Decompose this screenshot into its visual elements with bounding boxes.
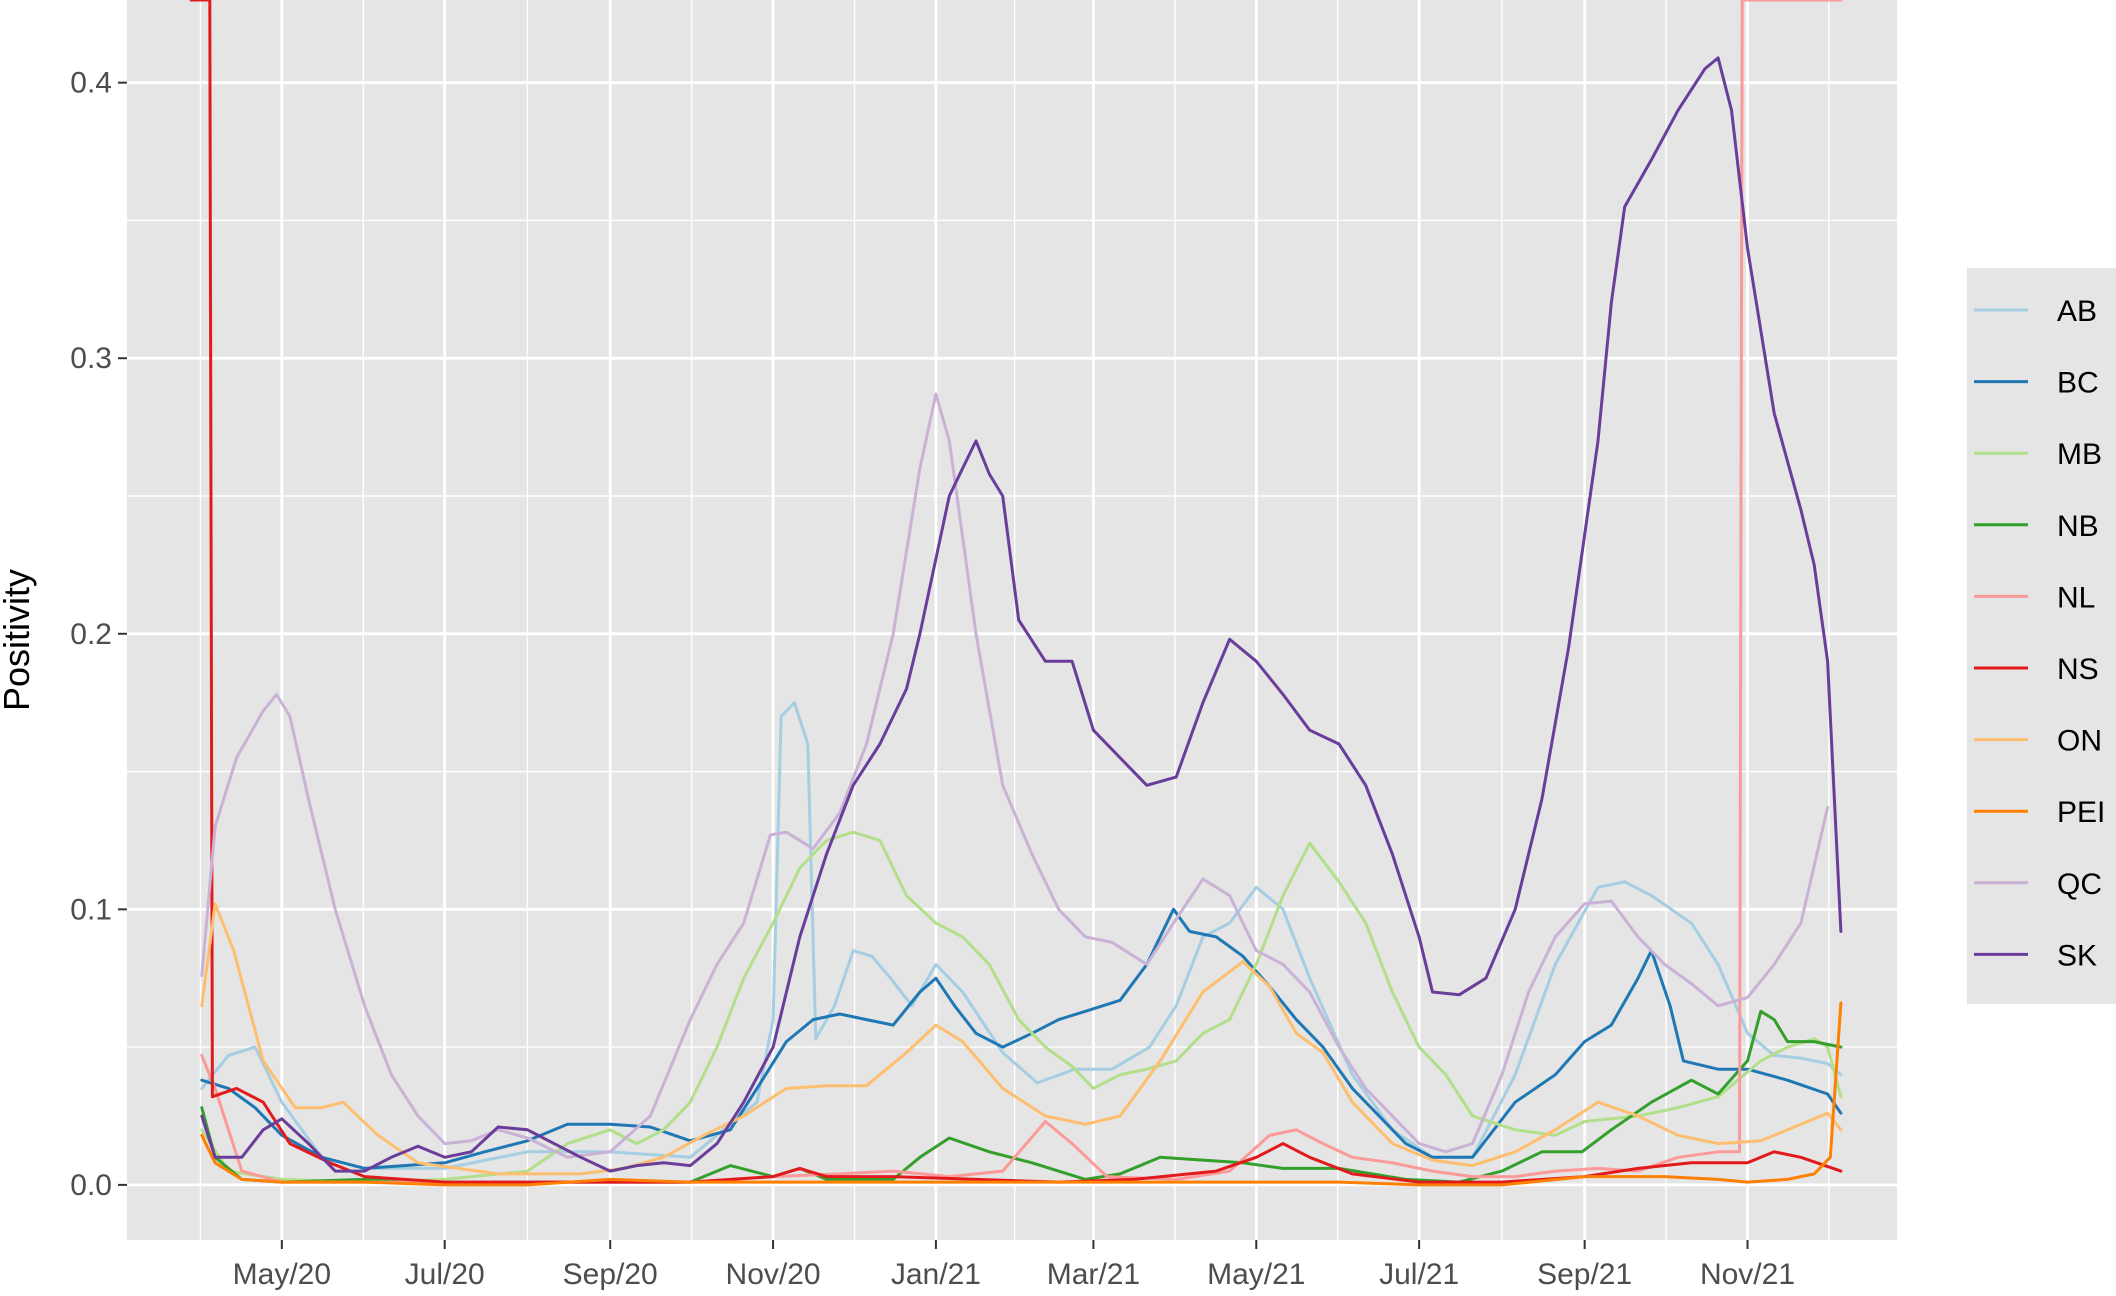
series-line-ns — [189, 0, 1843, 1184]
x-tick-label: Sep/21 — [1537, 1258, 1632, 1291]
y-tick-label: 0.2 — [70, 618, 112, 651]
y-tick-label: 0.4 — [70, 67, 112, 100]
x-tick-label: Sep/20 — [563, 1258, 658, 1291]
legend-label-pei: PEI — [2057, 796, 2105, 829]
series-line-on — [200, 902, 1843, 1176]
x-tick-label: May/20 — [233, 1258, 331, 1291]
y-tick-label: 0.0 — [70, 1169, 112, 1202]
legend-label-bc: BC — [2057, 367, 2099, 400]
legend-label-sk: SK — [2057, 939, 2097, 972]
legend-label-ab: AB — [2057, 295, 2097, 328]
legend-label-nl: NL — [2057, 581, 2095, 614]
y-tick-label: 0.1 — [70, 893, 112, 926]
x-tick-label: Nov/21 — [1700, 1258, 1795, 1291]
y-tick-label: 0.3 — [70, 342, 112, 375]
grid — [127, 0, 1897, 1240]
series-line-bc — [200, 907, 1843, 1170]
legend-label-nb: NB — [2057, 510, 2099, 543]
legend-label-on: ON — [2057, 725, 2102, 758]
x-tick-label: May/21 — [1207, 1258, 1305, 1291]
plot-background — [127, 0, 1897, 1240]
series-line-qc — [200, 392, 1830, 1159]
x-tick-label: Jul/21 — [1379, 1258, 1459, 1291]
legend: AB BC MB NB NL NS ON PEI QC SK — [1967, 268, 2116, 1004]
series-lines — [189, 0, 1843, 1187]
series-line-ab — [200, 701, 1843, 1170]
series-line-sk — [200, 56, 1843, 1173]
legend-label-mb: MB — [2057, 438, 2102, 471]
y-axis-title: Positivity — [0, 569, 37, 711]
x-tick-label: Mar/21 — [1047, 1258, 1140, 1291]
x-tick-label: Jul/20 — [405, 1258, 485, 1291]
legend-label-qc: QC — [2057, 868, 2102, 901]
axes: May/20 Jul/20 Sep/20 Nov/20 Jan/21 Mar/21 May/… — [70, 67, 1795, 1291]
x-tick-label: Nov/20 — [726, 1258, 821, 1291]
legend-label-ns: NS — [2057, 653, 2099, 686]
x-tick-label: Jan/21 — [891, 1258, 981, 1291]
series-line-mb — [200, 830, 1843, 1184]
series-line-pei — [200, 1001, 1843, 1187]
